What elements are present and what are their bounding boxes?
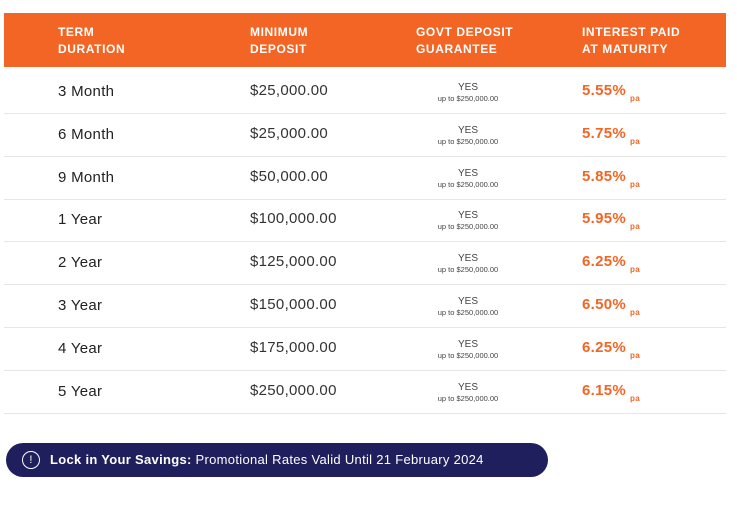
table-row: 5 Year $250,000.00 YES up to $250,000.00 … [4, 370, 726, 414]
term: 3 Year [58, 297, 103, 314]
minimum-deposit: $175,000.00 [250, 338, 337, 356]
guarantee: YES up to $250,000.00 [418, 125, 518, 147]
rate-value: 5.95% [582, 210, 627, 228]
header-deposit-line1: MINIMUM [250, 25, 309, 39]
rate-unit: pa [630, 179, 640, 189]
table-row: 1 Year $100,000.00 YES up to $250,000.00 … [4, 198, 726, 243]
guarantee-note: up to $250,000.00 [437, 222, 499, 232]
guarantee-note: up to $250,000.00 [437, 350, 499, 360]
term: 9 Month [58, 168, 115, 186]
interest-rate: 6.25% pa [582, 253, 640, 274]
guarantee: YES up to $250,000.00 [418, 339, 518, 361]
promo-detail: Promotional Rates Valid Until 21 Februar… [191, 452, 484, 467]
table-row: 4 Year $175,000.00 YES up to $250,000.00 … [4, 327, 726, 371]
interest-rate: 5.55% pa [582, 82, 640, 103]
rate-value: 5.85% [582, 167, 627, 185]
rate-unit: pa [630, 265, 640, 275]
table-row: 6 Month $25,000.00 YES up to $250,000.00 … [4, 113, 726, 157]
guarantee: YES up to $250,000.00 [418, 253, 518, 275]
header-interest-line1: INTEREST PAID [582, 25, 681, 39]
exclamation-circle-icon: ! [22, 451, 40, 469]
header-interest: INTEREST PAID AT MATURITY [582, 24, 680, 58]
rate-value: 5.55% [582, 82, 627, 99]
guarantee-value: YES [457, 296, 478, 307]
minimum-deposit: $125,000.00 [250, 253, 337, 271]
minimum-deposit: $150,000.00 [250, 296, 337, 313]
guarantee-value: YES [457, 338, 478, 350]
interest-rate: 5.95% pa [582, 210, 640, 231]
guarantee-value: YES [457, 82, 478, 93]
minimum-deposit: $100,000.00 [250, 210, 337, 228]
guarantee-value: YES [457, 210, 478, 222]
rate-value: 6.25% [582, 253, 627, 271]
guarantee-value: YES [457, 124, 478, 136]
term: 1 Year [58, 211, 103, 229]
header-guarantee-line1: GOVT DEPOSIT [416, 25, 514, 39]
guarantee-value: YES [457, 167, 478, 179]
header-term-line1: TERM [58, 25, 95, 39]
interest-rate: 5.85% pa [582, 167, 640, 189]
header-guarantee-line2: GUARANTEE [416, 42, 498, 56]
guarantee-note: up to $250,000.00 [437, 308, 499, 317]
term: 6 Month [58, 125, 115, 143]
guarantee-note: up to $250,000.00 [437, 94, 499, 103]
header-deposit-line2: DEPOSIT [250, 42, 307, 56]
guarantee-note: up to $250,000.00 [437, 179, 499, 189]
interest-rate: 6.25% pa [582, 338, 640, 360]
header-term: TERM DURATION [58, 24, 125, 58]
rate-unit: pa [630, 350, 640, 360]
header-interest-line2: AT MATURITY [582, 42, 669, 56]
table-row: 3 Month $25,000.00 YES up to $250,000.00 … [4, 70, 726, 114]
guarantee-value: YES [457, 381, 478, 393]
table-row: 9 Month $50,000.00 YES up to $250,000.00 … [4, 156, 726, 200]
guarantee-note: up to $250,000.00 [437, 265, 499, 275]
rate-unit: pa [630, 393, 640, 403]
term: 3 Month [58, 83, 115, 100]
guarantee: YES up to $250,000.00 [418, 296, 518, 318]
promo-banner: ! Lock in Your Savings: Promotional Rate… [6, 443, 548, 477]
rate-unit: pa [630, 136, 640, 146]
rate-value: 6.50% [582, 296, 627, 313]
term: 5 Year [58, 382, 103, 400]
term: 4 Year [58, 339, 103, 357]
header-guarantee: GOVT DEPOSIT GUARANTEE [416, 24, 513, 58]
interest-rate: 5.75% pa [582, 124, 640, 146]
rate-value: 6.15% [582, 381, 627, 399]
minimum-deposit: $250,000.00 [250, 381, 337, 399]
rate-value: 6.25% [582, 338, 627, 356]
rate-unit: pa [630, 222, 640, 232]
interest-rate: 6.15% pa [582, 381, 640, 403]
term: 2 Year [58, 254, 103, 272]
minimum-deposit: $25,000.00 [250, 124, 329, 142]
promo-bold: Lock in Your Savings: [50, 452, 192, 467]
guarantee: YES up to $250,000.00 [418, 382, 518, 404]
table-row: 3 Year $150,000.00 YES up to $250,000.00 … [4, 284, 726, 328]
guarantee: YES up to $250,000.00 [418, 168, 518, 190]
promo-text: Lock in Your Savings: Promotional Rates … [50, 452, 484, 467]
guarantee-value: YES [457, 253, 478, 265]
rate-value: 5.75% [582, 124, 627, 142]
header-term-line2: DURATION [58, 42, 126, 56]
table-row: 2 Year $125,000.00 YES up to $250,000.00 … [4, 241, 726, 286]
minimum-deposit: $25,000.00 [250, 82, 329, 99]
table-header: TERM DURATION MINIMUM DEPOSIT GOVT DEPOSIT… [4, 13, 726, 67]
guarantee-note: up to $250,000.00 [437, 393, 499, 403]
guarantee-note: up to $250,000.00 [437, 136, 499, 146]
rate-unit: pa [630, 308, 640, 317]
interest-rate: 6.50% pa [582, 296, 640, 317]
minimum-deposit: $50,000.00 [250, 167, 329, 185]
guarantee: YES up to $250,000.00 [418, 210, 518, 232]
guarantee: YES up to $250,000.00 [418, 82, 518, 104]
header-deposit: MINIMUM DEPOSIT [250, 24, 308, 58]
rate-unit: pa [630, 94, 640, 103]
